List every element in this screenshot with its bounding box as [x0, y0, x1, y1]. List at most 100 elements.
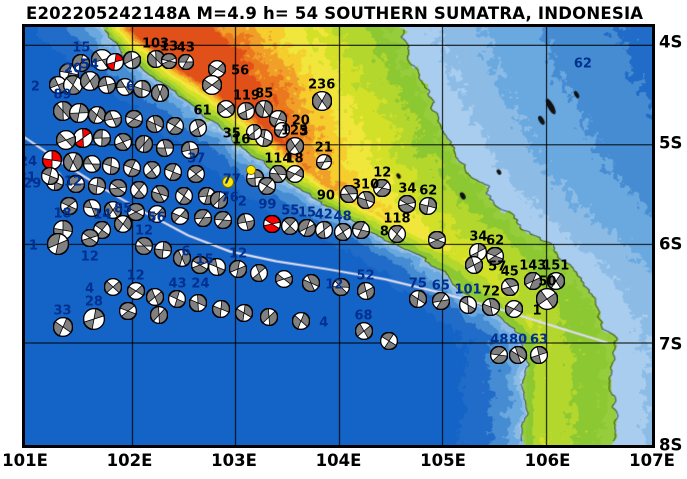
focal-mechanism-beachball[interactable]	[431, 291, 451, 314]
focal-mechanism-beachball[interactable]	[108, 178, 128, 201]
focal-mechanism-beachball[interactable]	[114, 132, 133, 155]
focal-mechanism-beachball[interactable]	[273, 121, 291, 142]
focal-mechanism-beachball[interactable]	[250, 263, 268, 286]
focal-mechanism-beachball[interactable]	[187, 164, 206, 187]
focal-mechanism-beachball[interactable]	[331, 277, 350, 300]
focal-mechanism-beachball[interactable]	[315, 153, 333, 174]
focal-mechanism-beachball[interactable]	[82, 307, 105, 334]
focal-mechanism-beachball[interactable]	[150, 84, 170, 106]
focal-mechanism-beachball[interactable]	[103, 201, 123, 223]
focal-mechanism-beachball[interactable]	[82, 154, 102, 177]
focal-mechanism-beachball[interactable]	[59, 196, 78, 219]
focal-mechanism-beachball[interactable]	[354, 322, 373, 344]
focal-mechanism-beachball[interactable]	[68, 103, 90, 127]
focal-mechanism-beachball[interactable]	[373, 178, 392, 201]
focal-mechanism-beachball[interactable]	[245, 123, 262, 144]
focal-mechanism-beachball[interactable]	[168, 289, 187, 312]
focal-mechanism-beachball[interactable]	[191, 255, 210, 278]
focal-mechanism-beachball[interactable]	[379, 331, 398, 354]
focal-mechanism-beachball[interactable]	[260, 307, 279, 330]
focal-mechanism-beachball[interactable]	[285, 136, 304, 159]
focal-mechanism-beachball[interactable]	[155, 138, 175, 161]
focal-mechanism-beachball[interactable]	[145, 114, 164, 137]
focal-mechanism-beachball[interactable]	[55, 129, 77, 154]
focal-mechanism-beachball[interactable]	[87, 176, 107, 199]
focal-mechanism-beachball[interactable]	[546, 271, 566, 294]
focal-mechanism-beachball[interactable]	[124, 110, 143, 132]
focal-mechanism-beachball[interactable]	[427, 230, 446, 253]
focal-mechanism-beachball[interactable]	[301, 273, 321, 296]
focal-mechanism-beachball[interactable]	[80, 228, 99, 251]
focal-mechanism-beachball[interactable]	[134, 236, 154, 259]
focal-mechanism-beachball[interactable]	[189, 118, 208, 141]
focal-mechanism-beachball[interactable]	[41, 166, 59, 189]
focal-mechanism-beachball[interactable]	[101, 156, 120, 179]
focal-mechanism-beachball[interactable]	[536, 287, 559, 314]
focal-mechanism-beachball[interactable]	[103, 277, 123, 300]
focal-mechanism-beachball[interactable]	[464, 255, 484, 278]
focal-mechanism-beachball[interactable]	[254, 100, 274, 122]
focal-mechanism-beachball[interactable]	[237, 213, 256, 235]
focal-mechanism-beachball[interactable]	[143, 160, 162, 183]
focal-mechanism-beachball[interactable]	[297, 218, 317, 241]
focal-mechanism-beachball[interactable]	[103, 110, 123, 132]
focal-mechanism-beachball[interactable]	[234, 303, 254, 326]
focal-mechanism-beachball[interactable]	[149, 305, 169, 328]
focal-mechanism-beachball[interactable]	[79, 71, 101, 95]
focal-mechanism-beachball[interactable]	[129, 180, 148, 203]
focal-mechanism-beachball[interactable]	[132, 79, 152, 102]
focal-mechanism-beachball[interactable]	[274, 269, 294, 292]
focal-mechanism-beachball[interactable]	[153, 241, 173, 263]
focal-mechanism-beachball[interactable]	[237, 102, 256, 124]
focal-mechanism-beachball[interactable]	[285, 164, 304, 187]
focal-mechanism-beachball[interactable]	[489, 345, 509, 368]
focal-mechanism-beachball[interactable]	[119, 301, 138, 324]
focal-mechanism-beachball[interactable]	[504, 299, 524, 322]
focal-mechanism-beachball[interactable]	[281, 216, 300, 239]
focal-mechanism-beachball[interactable]	[398, 194, 417, 217]
focal-mechanism-beachball[interactable]	[352, 220, 371, 243]
focal-mechanism-beachball[interactable]	[291, 311, 311, 334]
focal-mechanism-beachball[interactable]	[207, 60, 227, 82]
focal-mechanism-beachball[interactable]	[113, 215, 133, 237]
focal-mechanism-beachball[interactable]	[418, 196, 438, 219]
focal-mechanism-beachball[interactable]	[193, 208, 212, 231]
focal-mechanism-beachball[interactable]	[174, 186, 193, 209]
focal-mechanism-beachball[interactable]	[122, 50, 141, 73]
focal-mechanism-beachball[interactable]	[529, 345, 549, 368]
focal-mechanism-beachball[interactable]	[459, 295, 477, 318]
focal-mechanism-beachball[interactable]	[314, 220, 333, 243]
focal-mechanism-beachball[interactable]	[339, 184, 359, 207]
focal-mechanism-beachball[interactable]	[147, 205, 166, 227]
focal-mechanism-beachball[interactable]	[52, 316, 73, 341]
focal-mechanism-beachball[interactable]	[408, 289, 428, 312]
focal-mechanism-beachball[interactable]	[209, 190, 229, 213]
focal-mechanism-beachball[interactable]	[201, 75, 223, 99]
focal-mechanism-beachball[interactable]	[189, 293, 208, 316]
focal-mechanism-beachball[interactable]	[356, 190, 375, 213]
focal-mechanism-beachball[interactable]	[216, 100, 235, 122]
focal-mechanism-beachball[interactable]	[62, 151, 84, 176]
focal-mechanism-beachball[interactable]	[387, 224, 406, 247]
focal-mechanism-beachball[interactable]	[71, 53, 91, 76]
focal-mechanism-beachball[interactable]	[333, 222, 352, 245]
focal-mechanism-beachball[interactable]	[214, 210, 233, 233]
focal-mechanism-beachball[interactable]	[126, 281, 146, 304]
focal-mechanism-beachball[interactable]	[98, 75, 117, 98]
focal-mechanism-beachball[interactable]	[82, 199, 102, 221]
focal-mechanism-beachball[interactable]	[46, 232, 70, 259]
focal-mechanism-beachball[interactable]	[481, 297, 501, 320]
focal-mechanism-beachball[interactable]	[258, 176, 277, 199]
map-plot-area[interactable]: 15 103 13 43 56 236 2 20 54 6 61 119 85 20 3 89 16 35 125 2…	[22, 24, 655, 448]
focal-mechanism-beachball[interactable]	[93, 220, 112, 243]
focal-mechanism-beachball[interactable]	[66, 174, 86, 197]
focal-mechanism-beachball[interactable]	[150, 184, 170, 207]
focal-mechanism-highlight[interactable]	[262, 214, 281, 237]
focal-mechanism-beachball[interactable]	[164, 162, 183, 185]
focal-mechanism-beachball[interactable]	[177, 53, 195, 74]
focal-mechanism-beachball[interactable]	[122, 158, 141, 181]
focal-mechanism-highlight[interactable]	[105, 52, 124, 75]
focal-mechanism-beachball[interactable]	[212, 299, 231, 322]
focal-mechanism-beachball[interactable]	[62, 74, 83, 99]
focal-mechanism-highlight[interactable]	[41, 149, 63, 174]
